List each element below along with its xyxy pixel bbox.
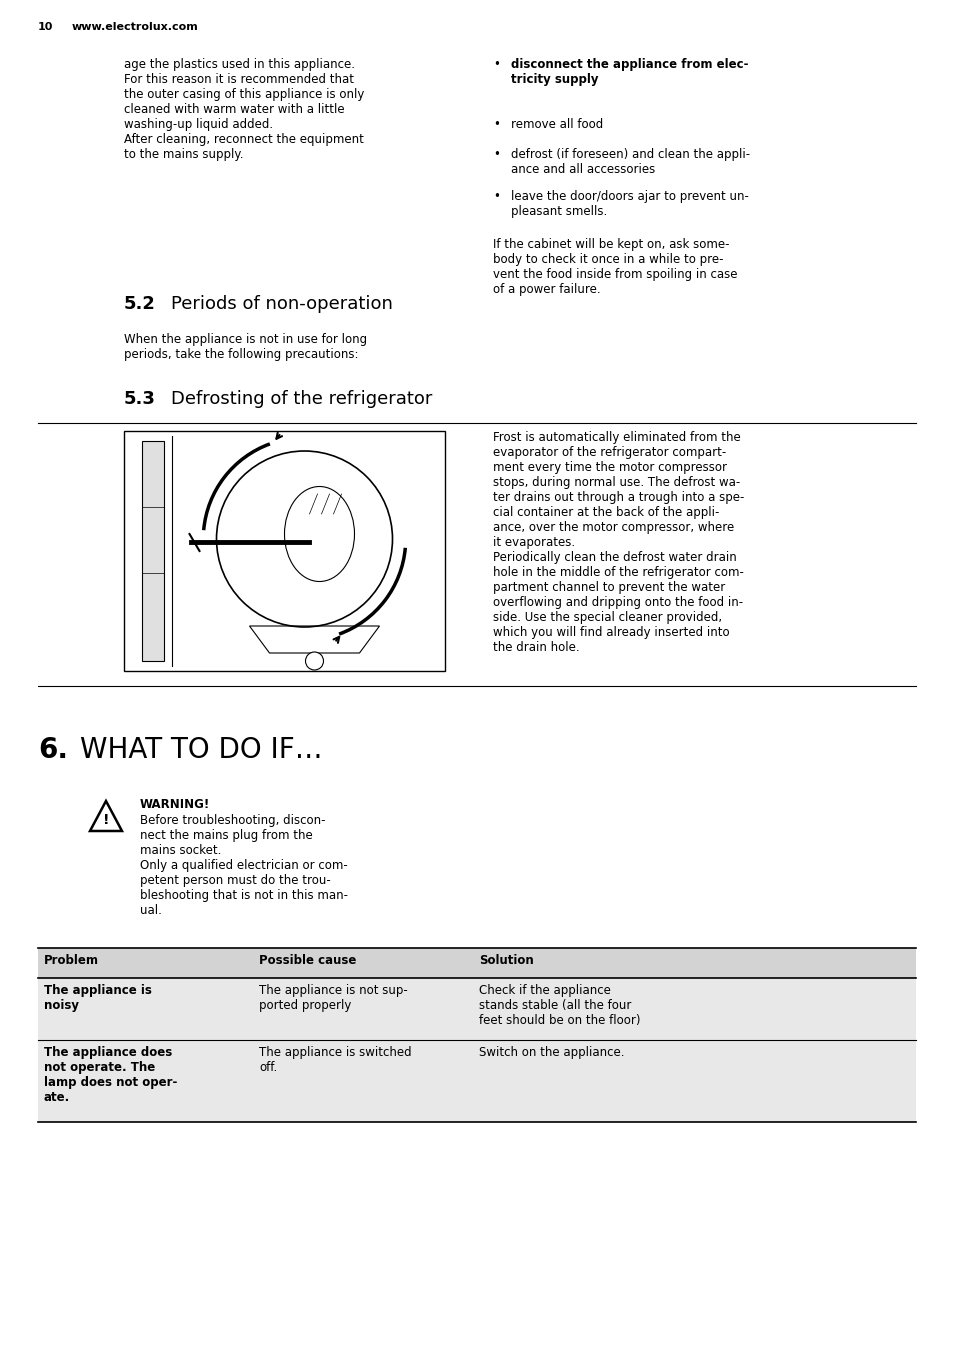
- Bar: [38, 977, 915, 1040]
- Text: 5.3: 5.3: [124, 389, 155, 408]
- Text: Switch on the appliance.: Switch on the appliance.: [478, 1046, 624, 1059]
- Text: WHAT TO DO IF…: WHAT TO DO IF…: [80, 735, 322, 764]
- Text: Solution: Solution: [478, 955, 533, 967]
- Text: 5.2: 5.2: [124, 295, 155, 314]
- Text: 10: 10: [38, 22, 53, 32]
- Text: www.electrolux.com: www.electrolux.com: [71, 22, 198, 32]
- Text: Before troubleshooting, discon-
nect the mains plug from the
mains socket.
Only : Before troubleshooting, discon- nect the…: [140, 814, 348, 917]
- Text: Check if the appliance
stands stable (all the four
feet should be on the floor): Check if the appliance stands stable (al…: [478, 984, 639, 1028]
- Circle shape: [305, 652, 323, 671]
- Text: defrost (if foreseen) and clean the appli-
ance and all accessories: defrost (if foreseen) and clean the appl…: [511, 147, 749, 176]
- Text: remove all food: remove all food: [511, 118, 602, 131]
- Text: When the appliance is not in use for long
periods, take the following precaution: When the appliance is not in use for lon…: [124, 333, 367, 361]
- Text: 6.: 6.: [38, 735, 68, 764]
- Bar: [38, 948, 915, 977]
- Text: •: •: [493, 58, 499, 72]
- Bar: [142, 441, 164, 661]
- Text: The appliance is switched
off.: The appliance is switched off.: [258, 1046, 411, 1073]
- Text: The appliance is
noisy: The appliance is noisy: [44, 984, 152, 1013]
- Bar: [38, 1040, 915, 1122]
- Text: •: •: [493, 191, 499, 203]
- Text: !: !: [103, 813, 110, 827]
- Text: WARNING!: WARNING!: [140, 798, 210, 811]
- Text: Problem: Problem: [44, 955, 99, 967]
- Text: age the plastics used in this appliance.
For this reason it is recommended that
: age the plastics used in this appliance.…: [124, 58, 364, 161]
- Text: If the cabinet will be kept on, ask some-
body to check it once in a while to pr: If the cabinet will be kept on, ask some…: [493, 238, 737, 296]
- Text: Defrosting of the refrigerator: Defrosting of the refrigerator: [171, 389, 432, 408]
- Text: Possible cause: Possible cause: [258, 955, 356, 967]
- Text: •: •: [493, 118, 499, 131]
- Text: The appliance does
not operate. The
lamp does not oper-
ate.: The appliance does not operate. The lamp…: [44, 1046, 177, 1105]
- Text: Frost is automatically eliminated from the
evaporator of the refrigerator compar: Frost is automatically eliminated from t…: [493, 431, 743, 654]
- Text: leave the door/doors ajar to prevent un-
pleasant smells.: leave the door/doors ajar to prevent un-…: [511, 191, 748, 218]
- Text: disconnect the appliance from elec-
tricity supply: disconnect the appliance from elec- tric…: [511, 58, 748, 87]
- Text: The appliance is not sup-
ported properly: The appliance is not sup- ported properl…: [258, 984, 407, 1013]
- Text: •: •: [493, 147, 499, 161]
- Bar: [124, 431, 444, 671]
- Text: Periods of non-operation: Periods of non-operation: [171, 295, 393, 314]
